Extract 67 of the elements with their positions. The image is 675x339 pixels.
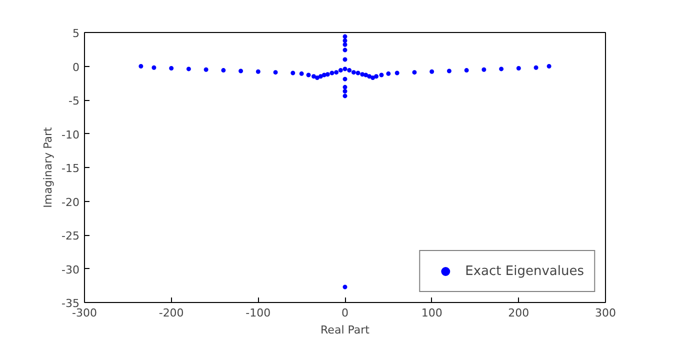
x-tick-label: -100 [246, 306, 271, 320]
point [314, 75, 320, 80]
point [342, 48, 348, 52]
point [152, 65, 156, 70]
point [273, 70, 278, 75]
point [394, 70, 400, 76]
point [325, 72, 330, 77]
point [516, 66, 521, 71]
point [364, 72, 368, 78]
y-tick-label: -15 [62, 162, 80, 175]
point [342, 94, 348, 98]
point [342, 34, 348, 39]
point [342, 84, 348, 90]
point [464, 68, 469, 73]
point [347, 68, 352, 73]
point [138, 64, 144, 68]
point [351, 70, 356, 75]
point [169, 66, 174, 71]
y-tick-label: -5 [68, 94, 80, 108]
y-tick-label: -20 [62, 196, 80, 209]
point [356, 70, 360, 76]
point [342, 284, 348, 290]
point [342, 66, 348, 72]
point [330, 70, 334, 76]
point [299, 71, 304, 76]
point [412, 70, 417, 75]
point [430, 69, 434, 74]
legend-label: Exact Eigenvalues [465, 264, 584, 278]
x-tick-label: 300 [595, 306, 616, 320]
point [342, 38, 348, 43]
point [374, 74, 379, 79]
point [367, 74, 372, 79]
x-tick-label: 100 [421, 306, 442, 320]
x-axis-title: Real Part [320, 324, 370, 336]
point [386, 71, 391, 76]
x-tick-label: 0 [342, 306, 348, 320]
point [342, 88, 348, 94]
y-tick-label: -10 [62, 128, 80, 142]
point [238, 68, 244, 74]
point [311, 74, 316, 79]
point [256, 69, 260, 74]
point [186, 66, 191, 72]
y-tick-label: 5 [72, 27, 80, 40]
point [306, 72, 311, 78]
y-axis-title: Imaginary Part [42, 126, 55, 208]
point [221, 68, 226, 73]
point [342, 42, 348, 47]
point [482, 67, 486, 72]
point [499, 66, 504, 72]
point [379, 72, 384, 78]
point [546, 64, 552, 68]
point [318, 74, 323, 79]
point [342, 57, 348, 62]
y-tick-label: -25 [62, 230, 80, 242]
point [204, 67, 208, 72]
x-tick-label: -200 [158, 306, 184, 320]
point [446, 68, 452, 74]
x-tick-label: 200 [508, 306, 530, 320]
point [290, 70, 296, 76]
point [342, 76, 348, 82]
point [338, 68, 343, 73]
point [534, 65, 538, 70]
point [370, 75, 376, 80]
y-tick-label: -30 [62, 263, 80, 276]
y-tick-label: 0 [72, 60, 80, 74]
point [360, 72, 365, 77]
point [334, 70, 339, 75]
